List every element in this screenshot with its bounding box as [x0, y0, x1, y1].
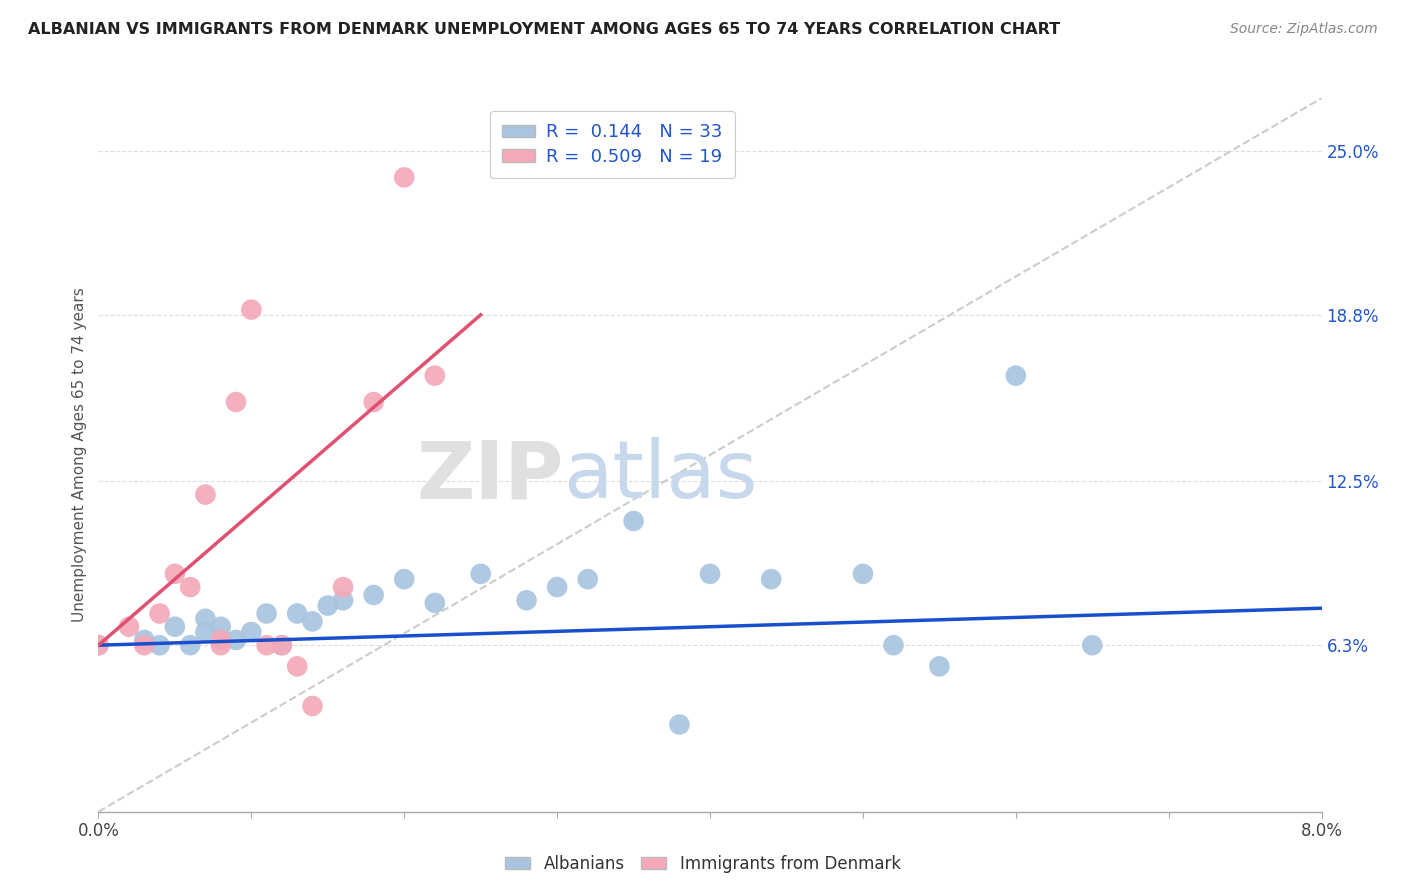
- Point: [301, 698, 323, 713]
- Point: [392, 170, 416, 185]
- Point: [134, 632, 156, 647]
- Text: Source: ZipAtlas.com: Source: ZipAtlas.com: [1230, 22, 1378, 37]
- Point: [149, 607, 172, 621]
- Point: [270, 638, 294, 652]
- Point: [423, 596, 446, 610]
- Point: [668, 717, 690, 731]
- Point: [209, 638, 232, 652]
- Point: [883, 638, 905, 652]
- Point: [209, 620, 232, 634]
- Point: [546, 580, 568, 594]
- Legend: Albanians, Immigrants from Denmark: Albanians, Immigrants from Denmark: [499, 848, 907, 880]
- Point: [256, 607, 278, 621]
- Point: [240, 625, 263, 640]
- Point: [1004, 368, 1026, 383]
- Point: [179, 580, 201, 594]
- Point: [149, 638, 172, 652]
- Point: [134, 638, 156, 652]
- Point: [194, 612, 217, 626]
- Text: ALBANIAN VS IMMIGRANTS FROM DENMARK UNEMPLOYMENT AMONG AGES 65 TO 74 YEARS CORRE: ALBANIAN VS IMMIGRANTS FROM DENMARK UNEM…: [28, 22, 1060, 37]
- Point: [470, 566, 492, 581]
- Point: [301, 615, 323, 629]
- Point: [423, 368, 446, 383]
- Point: [576, 572, 599, 586]
- Point: [852, 566, 875, 581]
- Point: [332, 580, 354, 594]
- Text: ZIP: ZIP: [416, 437, 564, 516]
- Point: [179, 638, 201, 652]
- Point: [194, 625, 217, 640]
- Point: [209, 632, 232, 647]
- Point: [316, 599, 339, 613]
- Point: [209, 632, 232, 647]
- Point: [928, 659, 950, 673]
- Point: [699, 566, 721, 581]
- Point: [163, 566, 186, 581]
- Legend: R =  0.144   N = 33, R =  0.509   N = 19: R = 0.144 N = 33, R = 0.509 N = 19: [489, 111, 735, 178]
- Point: [285, 607, 308, 621]
- Point: [1081, 638, 1104, 652]
- Point: [118, 620, 141, 634]
- Point: [623, 514, 645, 528]
- Point: [225, 395, 247, 409]
- Point: [285, 659, 308, 673]
- Text: atlas: atlas: [564, 437, 758, 516]
- Point: [225, 632, 247, 647]
- Point: [87, 638, 110, 652]
- Point: [363, 588, 385, 602]
- Point: [392, 572, 416, 586]
- Point: [240, 302, 263, 317]
- Point: [332, 593, 354, 607]
- Point: [516, 593, 538, 607]
- Point: [270, 638, 294, 652]
- Y-axis label: Unemployment Among Ages 65 to 74 years: Unemployment Among Ages 65 to 74 years: [72, 287, 87, 623]
- Point: [194, 487, 217, 501]
- Point: [759, 572, 782, 586]
- Point: [163, 620, 186, 634]
- Point: [87, 638, 110, 652]
- Point: [363, 395, 385, 409]
- Point: [256, 638, 278, 652]
